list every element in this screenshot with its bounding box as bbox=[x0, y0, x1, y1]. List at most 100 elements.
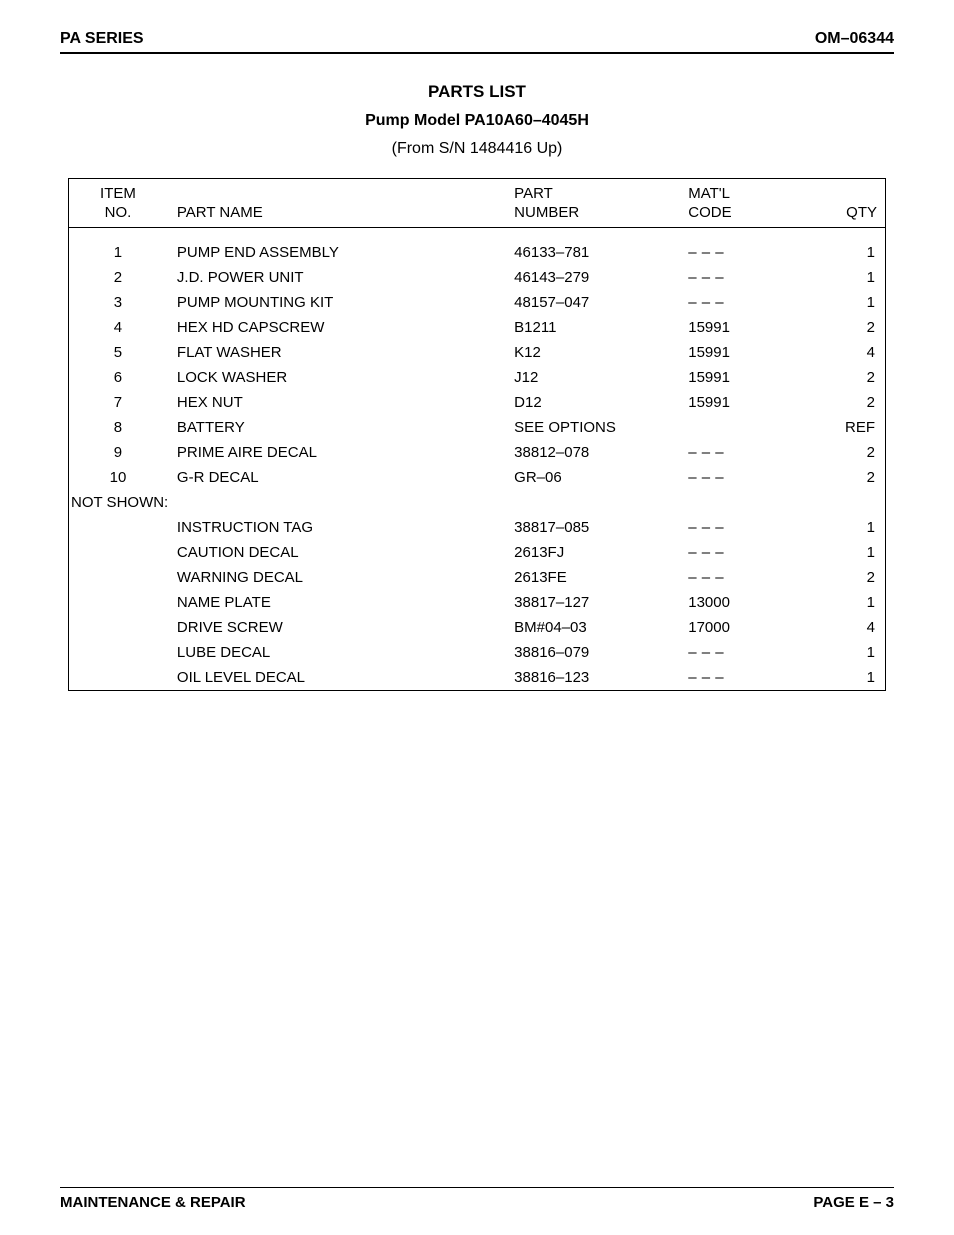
cell-part-number: 38816–123 bbox=[504, 665, 678, 690]
cell-qty: 1 bbox=[809, 640, 885, 665]
cell-matl-code: 15991 bbox=[678, 315, 809, 340]
cell-part-name: PUMP MOUNTING KIT bbox=[167, 290, 504, 315]
cell-part-name: PRIME AIRE DECAL bbox=[167, 440, 504, 465]
cell-item-no bbox=[69, 640, 167, 665]
pump-model-line: Pump Model PA10A60–4045H bbox=[60, 112, 894, 130]
cell-part-number: 38817–085 bbox=[504, 515, 678, 540]
cell-item-no bbox=[69, 565, 167, 590]
parts-table-wrapper: ITEMNO. PART NAME PARTNUMBER MAT'LCODE Q… bbox=[68, 178, 886, 691]
cell-part-name: LOCK WASHER bbox=[167, 365, 504, 390]
parts-list-title: PARTS LIST bbox=[60, 82, 894, 102]
cell-part-number: SEE OPTIONS bbox=[504, 415, 678, 440]
table-row: WARNING DECAL2613FE– – –2 bbox=[69, 565, 885, 590]
cell-item-no bbox=[69, 540, 167, 565]
cell-item-no: 9 bbox=[69, 440, 167, 465]
cell-qty: 2 bbox=[809, 315, 885, 340]
cell-part-name: J.D. POWER UNIT bbox=[167, 265, 504, 290]
table-row: 8BATTERYSEE OPTIONSREF bbox=[69, 415, 885, 440]
cell-matl-code: 13000 bbox=[678, 590, 809, 615]
cell-part-name: BATTERY bbox=[167, 415, 504, 440]
page-header: PA SERIES OM–06344 bbox=[60, 30, 894, 54]
table-header-row: ITEMNO. PART NAME PARTNUMBER MAT'LCODE Q… bbox=[69, 179, 885, 227]
not-shown-label: NOT SHOWN: bbox=[69, 490, 885, 515]
page: PA SERIES OM–06344 PARTS LIST Pump Model… bbox=[0, 0, 954, 1235]
cell-part-name: DRIVE SCREW bbox=[167, 615, 504, 640]
cell-item-no: 5 bbox=[69, 340, 167, 365]
cell-matl-code: 15991 bbox=[678, 390, 809, 415]
cell-part-name: CAUTION DECAL bbox=[167, 540, 504, 565]
cell-part-number: 38816–079 bbox=[504, 640, 678, 665]
cell-item-no bbox=[69, 665, 167, 690]
footer-right: PAGE E – 3 bbox=[813, 1194, 894, 1211]
cell-item-no bbox=[69, 515, 167, 540]
page-footer: MAINTENANCE & REPAIR PAGE E – 3 bbox=[60, 1187, 894, 1211]
cell-part-number: 38812–078 bbox=[504, 440, 678, 465]
cell-part-name: G-R DECAL bbox=[167, 465, 504, 490]
cell-part-name: FLAT WASHER bbox=[167, 340, 504, 365]
table-row: NAME PLATE38817–127130001 bbox=[69, 590, 885, 615]
cell-matl-code: 17000 bbox=[678, 615, 809, 640]
col-header-qty: QTY bbox=[809, 179, 885, 227]
cell-qty: 1 bbox=[809, 227, 885, 265]
cell-part-number: B1211 bbox=[504, 315, 678, 340]
cell-matl-code: – – – bbox=[678, 565, 809, 590]
cell-part-number: 2613FE bbox=[504, 565, 678, 590]
cell-part-number: D12 bbox=[504, 390, 678, 415]
col-header-part-number: PARTNUMBER bbox=[504, 179, 678, 227]
table-row: LUBE DECAL38816–079– – –1 bbox=[69, 640, 885, 665]
cell-item-no: 2 bbox=[69, 265, 167, 290]
col-header-part-name: PART NAME bbox=[167, 179, 504, 227]
cell-qty: 2 bbox=[809, 365, 885, 390]
cell-matl-code: – – – bbox=[678, 290, 809, 315]
cell-item-no bbox=[69, 615, 167, 640]
table-row: OIL LEVEL DECAL38816–123– – –1 bbox=[69, 665, 885, 690]
cell-qty: 1 bbox=[809, 290, 885, 315]
cell-matl-code: – – – bbox=[678, 515, 809, 540]
cell-qty: 1 bbox=[809, 590, 885, 615]
table-row: CAUTION DECAL2613FJ– – –1 bbox=[69, 540, 885, 565]
cell-item-no: 10 bbox=[69, 465, 167, 490]
cell-matl-code: – – – bbox=[678, 265, 809, 290]
cell-part-name: WARNING DECAL bbox=[167, 565, 504, 590]
cell-part-number: GR–06 bbox=[504, 465, 678, 490]
cell-matl-code: 15991 bbox=[678, 365, 809, 390]
cell-part-name: HEX NUT bbox=[167, 390, 504, 415]
cell-item-no: 1 bbox=[69, 227, 167, 265]
cell-matl-code: – – – bbox=[678, 227, 809, 265]
cell-part-name: INSTRUCTION TAG bbox=[167, 515, 504, 540]
serial-number-line: (From S/N 1484416 Up) bbox=[60, 140, 894, 158]
cell-matl-code: – – – bbox=[678, 440, 809, 465]
cell-matl-code: – – – bbox=[678, 665, 809, 690]
cell-item-no: 7 bbox=[69, 390, 167, 415]
cell-qty: 2 bbox=[809, 440, 885, 465]
cell-item-no: 6 bbox=[69, 365, 167, 390]
cell-part-name: LUBE DECAL bbox=[167, 640, 504, 665]
table-row: 6LOCK WASHERJ12159912 bbox=[69, 365, 885, 390]
table-row: 10G-R DECALGR–06– – –2 bbox=[69, 465, 885, 490]
table-row: 7HEX NUTD12159912 bbox=[69, 390, 885, 415]
cell-qty: 2 bbox=[809, 565, 885, 590]
cell-part-number: BM#04–03 bbox=[504, 615, 678, 640]
cell-qty: 4 bbox=[809, 340, 885, 365]
cell-part-number: 38817–127 bbox=[504, 590, 678, 615]
cell-part-number: J12 bbox=[504, 365, 678, 390]
cell-qty: 2 bbox=[809, 465, 885, 490]
col-header-item-no: ITEMNO. bbox=[69, 179, 167, 227]
cell-matl-code: – – – bbox=[678, 640, 809, 665]
table-row: 4HEX HD CAPSCREWB1211159912 bbox=[69, 315, 885, 340]
table-row: 3PUMP MOUNTING KIT48157–047– – –1 bbox=[69, 290, 885, 315]
cell-part-name: NAME PLATE bbox=[167, 590, 504, 615]
header-doc-number: OM–06344 bbox=[815, 30, 894, 48]
parts-table: ITEMNO. PART NAME PARTNUMBER MAT'LCODE Q… bbox=[69, 179, 885, 690]
cell-part-number: K12 bbox=[504, 340, 678, 365]
table-row: 5FLAT WASHERK12159914 bbox=[69, 340, 885, 365]
cell-part-number: 46133–781 bbox=[504, 227, 678, 265]
table-row: 2J.D. POWER UNIT46143–279– – –1 bbox=[69, 265, 885, 290]
cell-qty: 2 bbox=[809, 390, 885, 415]
col-header-matl-code: MAT'LCODE bbox=[678, 179, 809, 227]
header-series: PA SERIES bbox=[60, 30, 144, 48]
cell-matl-code: 15991 bbox=[678, 340, 809, 365]
title-block: PARTS LIST Pump Model PA10A60–4045H (Fro… bbox=[60, 82, 894, 158]
cell-item-no: 4 bbox=[69, 315, 167, 340]
cell-part-number: 2613FJ bbox=[504, 540, 678, 565]
